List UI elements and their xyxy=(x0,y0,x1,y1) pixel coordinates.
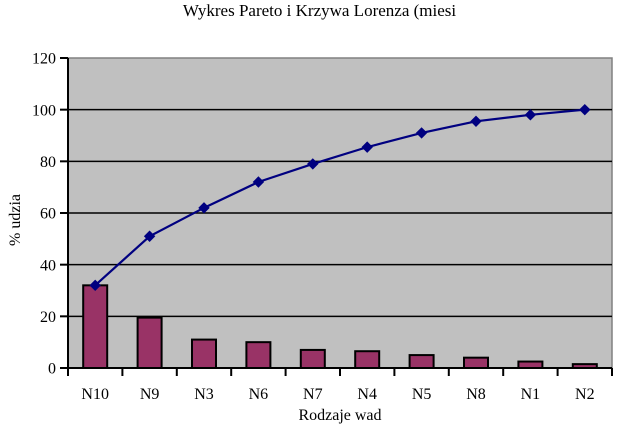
y-axis-title: % udzia xyxy=(7,194,24,246)
diamond-marker xyxy=(252,176,265,188)
bar xyxy=(191,338,217,370)
axis-ticks xyxy=(60,57,613,376)
bar xyxy=(354,350,381,370)
diamond-marker xyxy=(89,279,101,292)
y-tick-label: 100 xyxy=(32,102,56,119)
diamond-marker xyxy=(198,202,210,214)
category-label: N2 xyxy=(575,386,595,403)
y-tick-label: 80 xyxy=(40,154,56,171)
lorenz-line xyxy=(94,108,585,287)
x-axis-title: Rodzaje wad xyxy=(298,407,381,424)
bar xyxy=(136,316,163,369)
bar xyxy=(299,348,326,369)
category-label: N1 xyxy=(521,386,541,403)
axes xyxy=(67,58,612,369)
y-tick-label: 20 xyxy=(40,309,56,326)
diamond-marker xyxy=(307,158,319,170)
diamond-marker xyxy=(415,127,428,139)
y-tick-label: 0 xyxy=(48,361,56,378)
bar xyxy=(82,284,109,370)
category-label: N7 xyxy=(303,386,323,403)
diamond-marker xyxy=(579,103,591,116)
category-label: N5 xyxy=(412,386,432,403)
bar xyxy=(463,356,489,369)
chart-title: Wykres Pareto i Krzywa Lorenza (miesi xyxy=(182,1,457,20)
category-label: N6 xyxy=(249,386,269,403)
gridlines xyxy=(68,108,612,318)
x-category-labels: N10 N9 N3 N6 N7 N4 N5 N8 N1 N2 xyxy=(81,386,594,403)
bar xyxy=(408,354,435,370)
diamond-marker xyxy=(361,141,373,153)
category-label: N3 xyxy=(194,386,214,403)
y-tick-label: 40 xyxy=(40,257,56,274)
bar xyxy=(245,341,272,369)
diamond-marker xyxy=(470,115,482,127)
y-tick-labels: 0 20 40 60 80 100 120 xyxy=(32,51,56,378)
y-tick-label: 120 xyxy=(32,51,56,68)
category-label: N9 xyxy=(140,386,160,403)
diamond-marker xyxy=(524,109,537,121)
category-label: N4 xyxy=(357,386,377,403)
category-label: N10 xyxy=(81,386,109,403)
diamond-marker xyxy=(143,230,156,242)
category-label: N8 xyxy=(466,386,486,403)
y-tick-label: 60 xyxy=(40,206,56,223)
line-series xyxy=(89,103,591,292)
